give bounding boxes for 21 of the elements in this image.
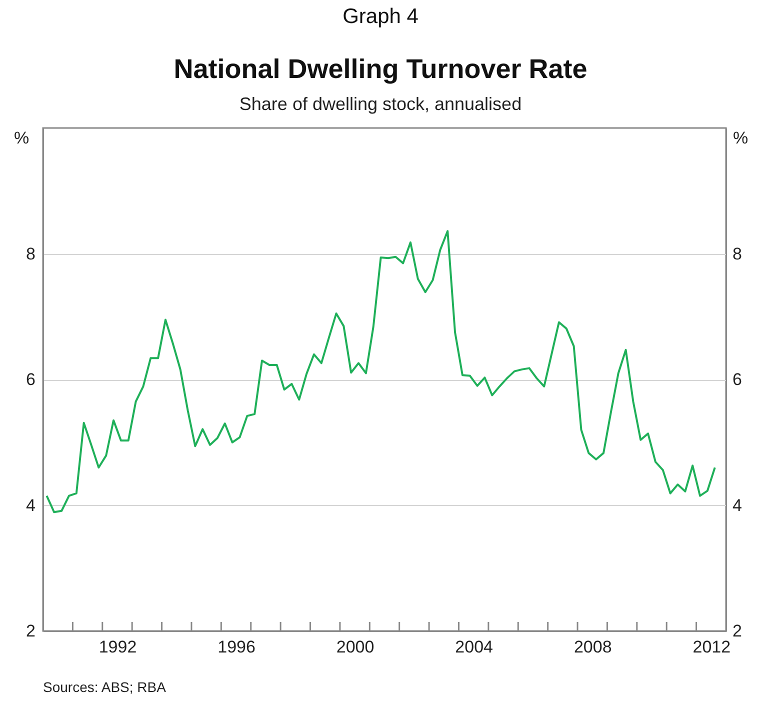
source-note: Sources: ABS; RBA — [43, 679, 167, 695]
y2-tick-label: 8 — [732, 244, 742, 264]
y2-tick-label: 2 — [732, 622, 742, 640]
y-tick-label: 4 — [26, 496, 36, 515]
caption: Graph 4 — [342, 5, 419, 28]
y2-axis-title: % — [732, 128, 748, 148]
y-tick-label: 6 — [26, 370, 36, 389]
y-axis-title: % — [14, 128, 30, 148]
x-tick-label: 1996 — [218, 638, 256, 656]
y-tick-label: 2 — [26, 622, 36, 640]
chart-subtitle: Share of dwelling stock, annualised — [239, 94, 522, 114]
x-tick-label: 2000 — [336, 638, 374, 656]
x-tick-label: 2008 — [574, 638, 612, 656]
chart-title: National Dwelling Turnover Rate — [174, 54, 588, 84]
y2-tick-label: 4 — [732, 496, 742, 515]
y-tick-label: 8 — [26, 244, 36, 264]
line-series — [46, 230, 716, 514]
y2-tick-label: 6 — [732, 370, 742, 389]
x-tick-label: 2004 — [455, 638, 493, 656]
x-tick-label: 1992 — [98, 638, 137, 656]
x-tick-label: 2012 — [692, 638, 731, 656]
